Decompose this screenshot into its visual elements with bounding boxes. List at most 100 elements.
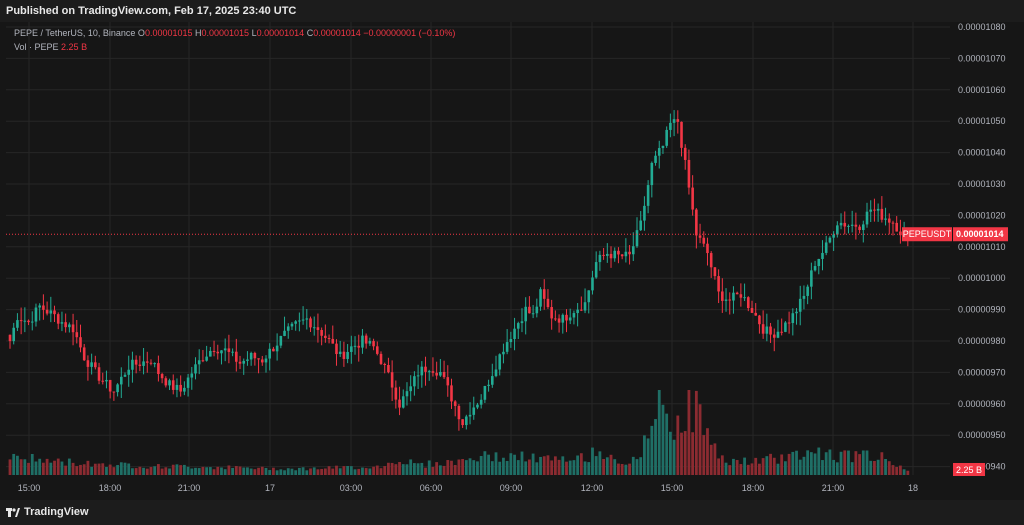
- header-bar: Published on TradingView.com, Feb 17, 20…: [0, 0, 1024, 22]
- volume-bar: [108, 464, 112, 475]
- volume-bar: [531, 453, 535, 475]
- volume-bar: [498, 461, 502, 475]
- volume-bar: [873, 460, 876, 475]
- candle-body: [761, 324, 765, 334]
- volume-bar: [661, 404, 665, 475]
- candle-body: [691, 187, 694, 210]
- volume-bar: [817, 447, 821, 475]
- candle-body: [672, 119, 676, 123]
- volume-bar: [906, 470, 910, 475]
- volume-bar: [53, 460, 56, 475]
- volume-bar: [843, 450, 847, 475]
- volume-bar: [194, 467, 197, 475]
- volume-bar: [123, 462, 127, 475]
- candle-body: [283, 330, 286, 336]
- volume-bar: [550, 460, 554, 475]
- volume-bar: [516, 460, 520, 475]
- candle-body: [409, 386, 412, 392]
- volume-bar: [97, 463, 101, 475]
- candle-body: [828, 237, 832, 243]
- candle-body: [813, 266, 817, 271]
- candle-body: [880, 208, 884, 220]
- volume-bar: [887, 461, 891, 475]
- volume-bar: [717, 458, 721, 475]
- candle-body: [858, 226, 861, 231]
- candle-body: [695, 209, 698, 236]
- candle-body: [279, 335, 283, 346]
- candle-body: [479, 399, 483, 405]
- candle-body: [887, 218, 891, 223]
- volume-bar: [743, 457, 746, 475]
- volume-bar: [557, 459, 561, 475]
- chart-area[interactable]: 0.00001080 0.00001070 0.00001060 0.00001050…: [0, 22, 1024, 500]
- candle-body: [431, 371, 435, 373]
- volume-bar: [290, 468, 294, 475]
- volume-bar: [561, 456, 565, 475]
- y-tick-label: 0.00001010: [958, 242, 1006, 252]
- candle-body: [364, 335, 368, 344]
- candle-body: [750, 308, 754, 313]
- low-label: L: [251, 28, 257, 38]
- volume-bar: [631, 456, 635, 475]
- volume-bar: [457, 459, 461, 475]
- candle-body: [105, 379, 108, 382]
- volume-bar: [357, 468, 361, 475]
- volume-bar: [34, 461, 38, 475]
- volume-bar: [839, 451, 843, 475]
- candle-body: [145, 361, 149, 363]
- candle-body: [316, 327, 320, 331]
- candle-body: [817, 258, 821, 267]
- volume-bar: [390, 462, 394, 475]
- volume-bar: [286, 468, 290, 475]
- candle-body: [361, 335, 364, 348]
- candle-body: [30, 321, 34, 323]
- volume-bar: [342, 466, 346, 475]
- candle-body: [439, 371, 442, 376]
- candle-body: [309, 318, 312, 328]
- candle-body: [739, 294, 743, 298]
- candle-body: [899, 231, 902, 236]
- price-chart[interactable]: 0.00001080 0.00001070 0.00001060 0.00001050…: [0, 22, 1024, 500]
- volume-bar: [579, 453, 583, 475]
- volume-bar: [309, 468, 312, 475]
- volume-bar: [761, 458, 765, 475]
- volume-bar: [379, 468, 383, 475]
- candle-body: [713, 267, 717, 277]
- candle-body: [216, 351, 220, 354]
- volume-bar: [899, 465, 902, 475]
- candle-body: [446, 377, 450, 386]
- candle-body: [758, 315, 761, 325]
- volume-bar: [620, 464, 624, 475]
- candle-body: [754, 312, 758, 316]
- volume-bar: [238, 466, 242, 475]
- volume-bar: [331, 468, 335, 475]
- volume-bar: [535, 462, 539, 475]
- volume-bar: [387, 462, 390, 475]
- candle-body: [680, 121, 683, 148]
- volume-bar: [880, 452, 884, 475]
- candle-body: [82, 347, 86, 361]
- candle-body: [806, 286, 809, 296]
- volume-bar: [735, 460, 739, 475]
- change-value: −0.00000001 (−0.10%): [363, 28, 456, 38]
- candle-body: [416, 375, 420, 377]
- candle-body: [275, 345, 279, 352]
- volume-bar: [420, 462, 424, 475]
- candle-body: [513, 328, 516, 340]
- candle-body: [68, 324, 71, 328]
- volume-bar: [476, 461, 479, 475]
- volume-bar: [112, 467, 116, 475]
- volume-bar: [175, 464, 179, 475]
- symbol-tag: PEPEUSDT: [903, 229, 952, 239]
- candle-body: [86, 360, 90, 367]
- candle-body: [876, 208, 880, 211]
- volume-bar: [639, 457, 643, 475]
- candle-body: [220, 350, 223, 354]
- candle-body: [294, 321, 297, 324]
- volume-bar: [594, 456, 598, 475]
- volume-bar: [787, 453, 791, 475]
- candle-body: [505, 342, 509, 352]
- candle-body: [387, 364, 390, 373]
- volume-bar: [368, 468, 372, 475]
- candle-body: [97, 367, 101, 381]
